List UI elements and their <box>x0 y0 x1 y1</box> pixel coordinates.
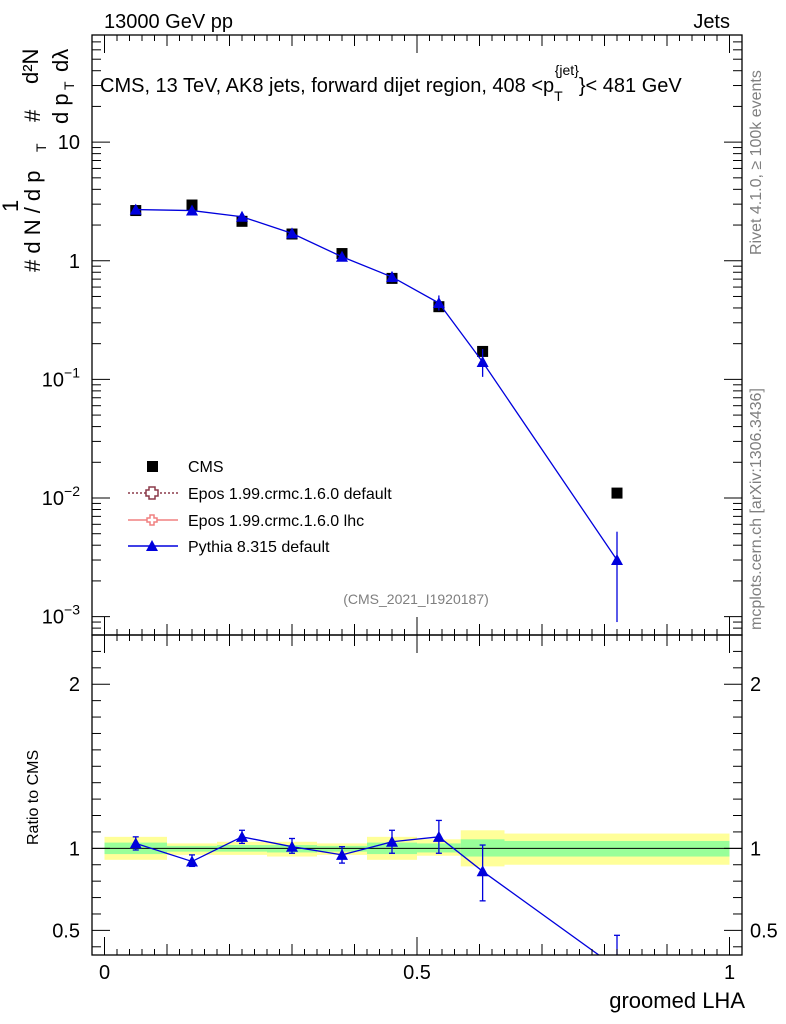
mcplots-label: mcplots.cern.ch [arXiv:1306.3436] <box>748 388 765 630</box>
ylabel-main-dl: dλ <box>48 49 73 72</box>
x-tick-label-2: 1 <box>724 962 735 984</box>
y-tick-label-ratio-left-2: 0.5 <box>52 920 80 942</box>
ylabel-main-dn: d²N <box>18 49 43 84</box>
analysis-id: (CMS_2021_I1920187) <box>343 591 489 607</box>
ratio-data-layer <box>129 819 623 973</box>
ratio-pythia-point-4 <box>336 848 348 860</box>
x-axis-label: groomed LHA <box>609 988 745 1013</box>
chart-title: CMS, 13 TeV, AK8 jets, forward dijet reg… <box>100 62 682 104</box>
header-left: 13000 GeV pp <box>104 11 233 33</box>
ylabel-main-text: # d N / d p <box>20 170 45 272</box>
pythia-point-3 <box>286 227 298 239</box>
pythia-point-2 <box>236 210 248 222</box>
ratio-pythia-point-8 <box>611 962 623 973</box>
rivet-label: Rivet 4.1.0, ≥ 100k events <box>748 70 765 255</box>
pythia-point-0 <box>129 203 142 215</box>
y-tick-label-main-4: 10−3 <box>42 602 80 629</box>
pythia-point-1 <box>186 204 198 216</box>
ratio-pythia-point-5 <box>386 835 398 847</box>
ylabel-main-one: 1 <box>0 200 23 212</box>
title-sup: {jet} <box>555 62 579 78</box>
main-data-layer <box>129 199 623 623</box>
pythia-point-6 <box>432 297 445 309</box>
x-tick-label-0: 0 <box>99 962 110 984</box>
ylabel-main-sub: T <box>33 143 49 152</box>
y-tick-label-main-2: 10−1 <box>42 364 80 391</box>
title-prefix: CMS, 13 TeV, AK8 jets, forward dijet reg… <box>100 75 554 97</box>
ylabel-main-d2: d p <box>48 93 73 124</box>
legend-cms-marker <box>147 461 158 472</box>
legend-entry-epos-lhc: Epos 1.99.crmc.1.6.0 lhc <box>128 513 364 530</box>
y-tick-label-main-3: 10−2 <box>42 483 80 510</box>
y-tick-label-ratio-left-1: 1 <box>69 838 80 860</box>
ylabel-main-sub2: T <box>61 81 77 90</box>
legend-epos-default-marker <box>145 486 159 500</box>
cms-point-8 <box>611 487 623 499</box>
ratio-pythia-point-6 <box>432 830 445 842</box>
y-tick-label-ratio-left-0: 2 <box>69 674 80 696</box>
ratio-pythia-point-2 <box>236 830 248 842</box>
header-right: Jets <box>693 11 730 33</box>
legend: CMS Epos 1.99.crmc.1.6.0 default Epos 1.… <box>128 459 392 556</box>
title-sub: T <box>554 88 563 104</box>
legend-epos-lhc-marker <box>146 514 158 526</box>
ratio-pythia-point-0 <box>129 837 142 849</box>
ratio-pythia-point-1 <box>186 855 198 867</box>
ratio-frame <box>91 634 743 956</box>
legend-pythia-label: Pythia 8.315 default <box>188 539 330 556</box>
y-tick-label-ratio-right-2: 0.5 <box>750 920 778 942</box>
ratio-y-axis-label: Ratio to CMS <box>25 750 42 845</box>
pythia-point-7 <box>476 356 489 368</box>
legend-entry-epos-default: Epos 1.99.crmc.1.6.0 default <box>128 486 392 503</box>
pythia-point-4 <box>336 250 348 262</box>
y-tick-label-main-1: 1 <box>69 251 80 273</box>
ylabel-main-num: # <box>20 109 45 122</box>
legend-cms-label: CMS <box>188 459 224 476</box>
pythia-point-8 <box>611 554 623 566</box>
pythia-line <box>135 208 618 561</box>
legend-entry-pythia: Pythia 8.315 default <box>128 539 330 556</box>
title-suffix: }< 481 GeV <box>579 75 683 97</box>
legend-epos-default-label: Epos 1.99.crmc.1.6.0 default <box>188 486 392 503</box>
y-tick-label-ratio-right-1: 1 <box>750 838 761 860</box>
legend-epos-lhc-label: Epos 1.99.crmc.1.6.0 lhc <box>188 513 364 530</box>
axes-layer: 0 0.5 1 10 1 10−1 10−2 10−3 2 2 1 1 0.5 0.5 <box>42 34 778 984</box>
main-y-axis-label: # d N / d p T # 1 d p T dλ d²N <box>0 49 77 272</box>
x-tick-label-1: 0.5 <box>403 962 431 984</box>
ratio-pythia-point-7 <box>476 865 489 877</box>
y-tick-label-main-0: 10 <box>58 132 80 154</box>
y-tick-label-ratio-right-0: 2 <box>750 674 761 696</box>
ratio-pythia-point-3 <box>286 840 298 852</box>
legend-pythia-marker <box>146 540 158 551</box>
legend-entry-cms: CMS <box>147 459 224 476</box>
pythia-point-5 <box>386 270 398 282</box>
